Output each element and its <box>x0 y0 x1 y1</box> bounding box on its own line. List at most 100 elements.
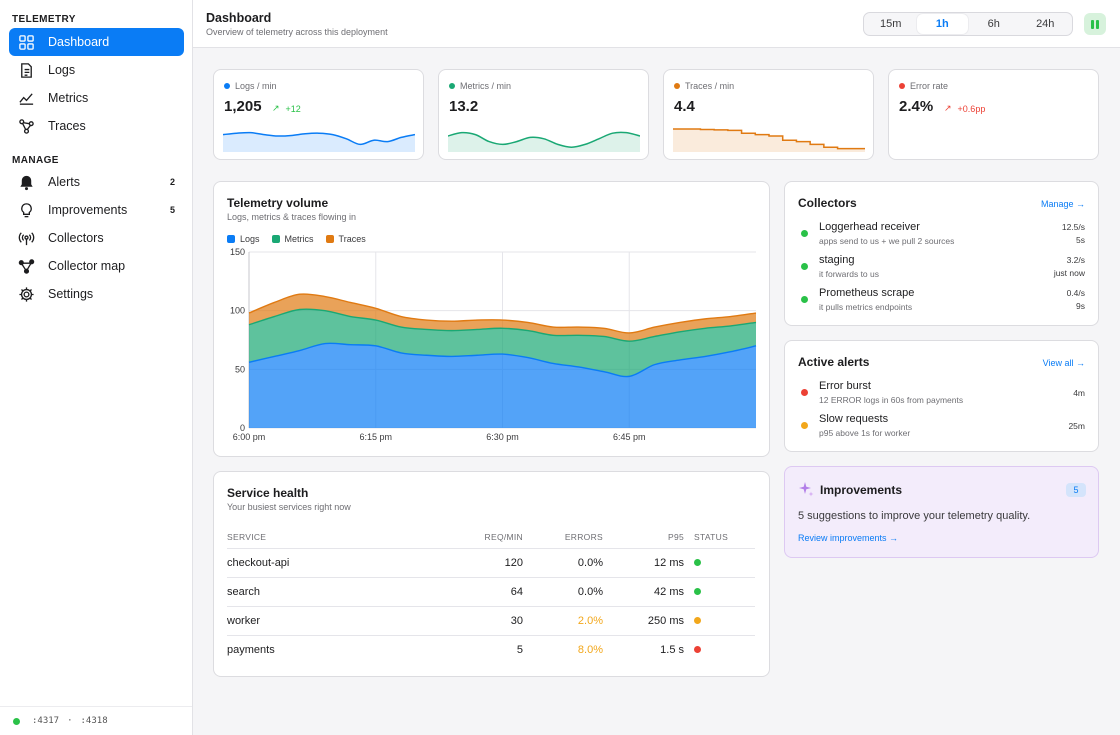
error-dot <box>899 83 905 89</box>
telemetry-volume-card: Telemetry volume Logs, metrics & traces … <box>213 181 770 457</box>
section-label-telemetry: TELEMETRY <box>12 14 76 25</box>
manage-collectors-link[interactable]: Manage → <box>1040 199 1085 209</box>
y-tick-label: 150 <box>230 247 245 257</box>
lightbulb-icon <box>17 201 35 219</box>
service-health-table: SERVICE REQ/MIN ERRORS P95 STATUS checko… <box>227 526 755 664</box>
area-metrics <box>249 309 756 377</box>
sidebar-item-label: Metrics <box>48 91 89 105</box>
card-title: Telemetry volume <box>227 196 329 210</box>
status-dot <box>694 645 701 653</box>
trend-up-icon: ↗ <box>272 103 280 113</box>
pause-icon <box>1091 19 1094 29</box>
status-dot <box>801 263 808 270</box>
trend-up-icon: ↗ <box>944 103 952 113</box>
x-tick-label: 6:30 pm <box>486 432 519 442</box>
x-tick-label: 6:45 pm <box>613 432 646 442</box>
sidebar-item-alerts[interactable]: Alerts 2 <box>9 168 184 196</box>
x-tick-label: 6:00 pm <box>233 432 266 442</box>
view-all-alerts-link[interactable]: View all → <box>1042 358 1085 368</box>
alerts-count-badge: 2 <box>169 177 175 187</box>
improvements-count-badge: 5 <box>1066 483 1086 497</box>
card-title: Service health <box>227 486 309 500</box>
kpi-value: 4.4 <box>674 98 695 115</box>
line-metrics <box>248 308 757 342</box>
sidebar-item-dashboard[interactable]: Dashboard <box>9 28 184 56</box>
kpi-label: Traces / min <box>685 81 735 91</box>
port-http: :4318 <box>80 716 108 726</box>
table-row[interactable]: checkout-api 120 0.0% 12 ms <box>227 548 755 578</box>
legend-logs: Logs <box>227 234 260 244</box>
status-dot <box>801 296 808 303</box>
sparkline-line <box>448 131 640 148</box>
sidebar-item-improvements[interactable]: Improvements 5 <box>9 196 184 224</box>
card-title: Collectors <box>798 196 857 210</box>
area-logs <box>249 343 756 428</box>
status-dot <box>694 587 701 595</box>
section-label-manage: MANAGE <box>12 155 59 166</box>
traces-sparkline <box>673 128 865 152</box>
table-row[interactable]: search 64 0.0% 42 ms <box>227 577 755 607</box>
active-alerts-card: Active alerts View all → Error burst 12 … <box>784 340 1099 452</box>
sidebar-item-label: Traces <box>48 119 86 133</box>
column-header: SERVICE <box>227 526 427 549</box>
sidebar-item-settings[interactable]: Settings <box>9 280 184 308</box>
collector-item[interactable]: Loggerhead receiver apps send to us + we… <box>798 221 1085 251</box>
chart-legend: Logs Metrics Traces <box>227 234 366 244</box>
sidebar-item-label: Improvements <box>48 203 128 217</box>
card-title: Active alerts <box>798 355 870 369</box>
sparkline-line <box>673 128 865 150</box>
sparkline-area <box>673 129 865 152</box>
sidebar: TELEMETRY Dashboard Logs Metrics Traces … <box>0 0 193 735</box>
table-row[interactable]: payments 5 8.0% 1.5 s <box>227 635 755 664</box>
range-15m[interactable]: 15m <box>880 18 902 30</box>
telemetry-volume-chart: 0 50 100 150 6:00 pm 6:15 pm 6:30 pm 6:45 pm <box>230 247 757 442</box>
line-logs <box>248 342 757 378</box>
sidebar-item-metrics[interactable]: Metrics <box>9 84 184 112</box>
review-improvements-link[interactable]: Review improvements → <box>798 533 899 543</box>
graph-icon <box>17 257 35 275</box>
table-row[interactable]: worker 30 2.0% 250 ms <box>227 606 755 636</box>
collector-item[interactable]: Prometheus scrape it pulls metrics endpo… <box>798 287 1085 317</box>
port-separator: · <box>67 716 73 726</box>
collector-item[interactable]: staging it forwards to us 3.2/s just now <box>798 254 1085 284</box>
status-dot <box>694 558 701 566</box>
alert-item[interactable]: Error burst 12 ERROR logs in 60s from pa… <box>798 380 1085 410</box>
kpi-value: 1,205 <box>224 98 262 115</box>
improvements-count-badge: 5 <box>169 205 175 215</box>
service-health-card: Service health Your busiest services rig… <box>213 471 770 677</box>
header: Dashboard Overview of telemetry across t… <box>193 0 1120 48</box>
sidebar-item-label: Collectors <box>48 231 104 245</box>
range-6h[interactable]: 6h <box>987 18 1000 30</box>
broadcast-icon <box>17 229 35 247</box>
port-grpc: :4317 <box>32 716 60 726</box>
status-dot <box>801 422 808 429</box>
kpi-label: Metrics / min <box>460 81 512 91</box>
sidebar-item-logs[interactable]: Logs <box>9 56 184 84</box>
sidebar-item-label: Settings <box>48 287 94 301</box>
sidebar-item-collector-map[interactable]: Collector map <box>9 252 184 280</box>
area-traces <box>249 293 756 342</box>
sidebar-item-collectors[interactable]: Collectors <box>9 224 184 252</box>
legend-traces: Traces <box>325 234 366 244</box>
metrics-sparkline <box>448 131 640 152</box>
legend-metrics: Metrics <box>271 234 314 244</box>
kpi-value: 2.4% <box>899 98 934 115</box>
alert-item[interactable]: Slow requests p95 above 1s for worker 25… <box>798 413 1085 443</box>
kpi-label: Logs / min <box>235 81 277 91</box>
listener-status-dot <box>13 717 20 725</box>
sidebar-item-label: Collector map <box>48 259 126 273</box>
pause-button[interactable] <box>1084 13 1106 35</box>
range-1h[interactable]: 1h <box>916 14 968 34</box>
sidebar-item-traces[interactable]: Traces <box>9 112 184 140</box>
range-24h[interactable]: 24h <box>1036 18 1055 30</box>
sidebar-item-label: Logs <box>48 63 76 77</box>
column-header: REQ/MIN <box>427 526 523 549</box>
traces-dot <box>674 83 680 89</box>
page-title: Dashboard <box>206 11 272 25</box>
line-traces <box>248 293 757 334</box>
card-subtitle: Your busiest services right now <box>227 502 351 512</box>
sparkline-area <box>448 132 640 152</box>
column-header: STATUS <box>684 526 755 549</box>
status-dot <box>694 616 701 624</box>
card-title: Improvements <box>820 483 903 497</box>
